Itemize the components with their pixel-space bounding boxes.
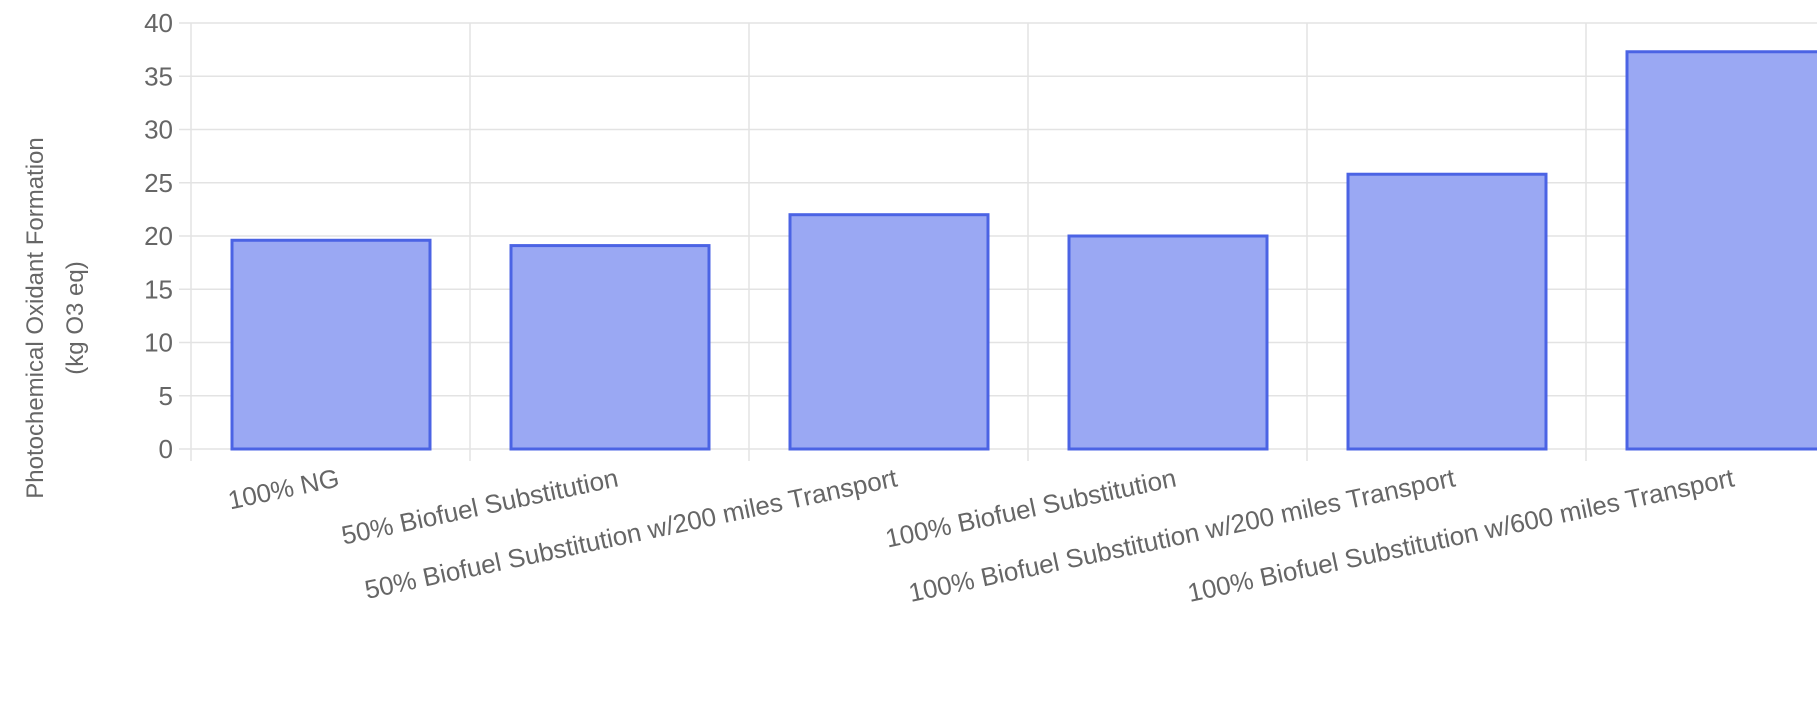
y-tick-label: 0 <box>159 434 173 464</box>
x-tick-label: 100% Biofuel Substitution w/200 miles Tr… <box>906 462 1459 607</box>
bar <box>509 244 711 451</box>
y-tick-label: 35 <box>144 61 173 91</box>
y-tick-label: 15 <box>144 274 173 304</box>
y-tick-label: 5 <box>159 381 173 411</box>
grid-lines <box>179 22 1817 461</box>
bar <box>788 213 990 451</box>
x-tick-label: 50% Biofuel Substitution w/200 miles Tra… <box>362 462 901 604</box>
y-axis-label-line-2: (kg O3 eq) <box>62 261 89 374</box>
y-tick-label: 10 <box>144 328 173 358</box>
y-tick-label: 40 <box>144 8 173 38</box>
y-tick-label: 30 <box>144 115 173 145</box>
bar <box>1625 50 1817 451</box>
x-tick-label: 100% Biofuel Substitution w/600 miles Tr… <box>1185 462 1738 607</box>
y-axis-label-line-1: Photochemical Oxidant Formation <box>22 137 49 499</box>
bar <box>1067 234 1269 451</box>
y-tick-label: 25 <box>144 168 173 198</box>
x-tick-label: 100% NG <box>225 463 342 516</box>
y-axis-ticks: 0 5 10 15 20 25 30 35 40 <box>144 8 173 464</box>
bars <box>230 50 1817 451</box>
bar <box>230 238 432 451</box>
y-tick-label: 20 <box>144 221 173 251</box>
bar <box>1346 172 1548 451</box>
